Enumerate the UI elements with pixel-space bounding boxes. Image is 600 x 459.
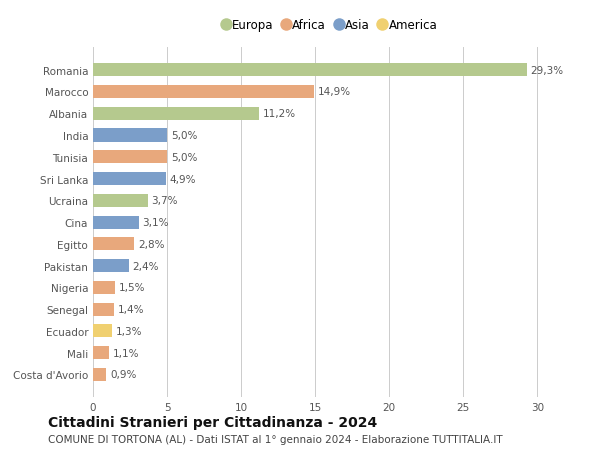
Text: 11,2%: 11,2%: [263, 109, 296, 119]
Text: 2,4%: 2,4%: [132, 261, 159, 271]
Text: 1,4%: 1,4%: [118, 304, 144, 314]
Bar: [93, 216, 139, 229]
Text: 3,7%: 3,7%: [152, 196, 178, 206]
Bar: [93, 151, 167, 164]
Bar: [93, 107, 259, 121]
Bar: [93, 86, 314, 99]
Text: 29,3%: 29,3%: [531, 66, 564, 76]
Bar: [93, 368, 106, 381]
Text: 4,9%: 4,9%: [169, 174, 196, 184]
Text: 1,3%: 1,3%: [116, 326, 142, 336]
Text: 5,0%: 5,0%: [171, 131, 197, 141]
Bar: [93, 347, 109, 359]
Legend: Europa, Africa, Asia, America: Europa, Africa, Asia, America: [223, 19, 437, 32]
Text: 3,1%: 3,1%: [143, 218, 169, 228]
Bar: [93, 259, 128, 273]
Bar: [93, 173, 166, 186]
Text: Cittadini Stranieri per Cittadinanza - 2024: Cittadini Stranieri per Cittadinanza - 2…: [48, 415, 377, 429]
Text: 0,9%: 0,9%: [110, 369, 136, 380]
Text: 1,1%: 1,1%: [113, 348, 139, 358]
Text: COMUNE DI TORTONA (AL) - Dati ISTAT al 1° gennaio 2024 - Elaborazione TUTTITALIA: COMUNE DI TORTONA (AL) - Dati ISTAT al 1…: [48, 434, 503, 444]
Bar: [93, 325, 112, 338]
Bar: [93, 129, 167, 142]
Bar: [93, 238, 134, 251]
Bar: [93, 194, 148, 207]
Text: 5,0%: 5,0%: [171, 152, 197, 162]
Text: 2,8%: 2,8%: [138, 239, 164, 249]
Text: 14,9%: 14,9%: [317, 87, 350, 97]
Text: 1,5%: 1,5%: [119, 283, 145, 293]
Bar: [93, 303, 114, 316]
Bar: [93, 64, 527, 77]
Bar: [93, 281, 115, 294]
